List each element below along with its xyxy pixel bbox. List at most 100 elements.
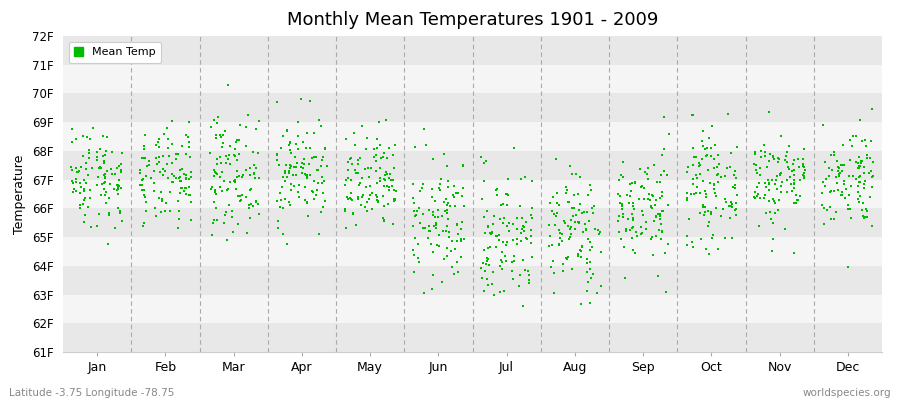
Point <box>481 223 495 230</box>
Point <box>752 165 767 171</box>
Point <box>278 177 293 184</box>
Point <box>562 199 576 206</box>
Point <box>302 161 316 167</box>
Point <box>380 171 394 178</box>
Point <box>436 228 450 235</box>
Point <box>309 192 323 198</box>
Point <box>98 148 112 154</box>
Point <box>82 147 96 153</box>
Point <box>383 177 398 183</box>
Point <box>641 196 655 202</box>
Point <box>103 181 117 188</box>
Point <box>698 204 713 210</box>
Point <box>654 236 669 242</box>
Point <box>136 223 150 229</box>
Point <box>152 153 166 160</box>
Point <box>112 208 127 214</box>
Point <box>864 168 878 174</box>
Point <box>568 219 582 226</box>
Point <box>248 174 262 181</box>
Point <box>703 211 717 217</box>
Point <box>209 205 223 211</box>
Point <box>525 215 539 221</box>
Point <box>843 137 858 144</box>
Point <box>428 198 443 204</box>
Point <box>102 212 116 218</box>
Point <box>155 196 169 202</box>
Point <box>175 184 189 191</box>
Point <box>836 178 850 184</box>
Point <box>76 201 90 207</box>
Point <box>286 183 301 189</box>
Point <box>636 185 651 192</box>
Point <box>438 228 453 234</box>
Point <box>155 198 169 205</box>
Point <box>480 255 494 261</box>
Point <box>851 174 866 180</box>
Point <box>644 203 658 210</box>
Point <box>517 257 531 263</box>
Point <box>577 209 591 215</box>
Point <box>280 127 294 133</box>
Point <box>171 151 185 157</box>
Point <box>492 215 507 222</box>
Point <box>233 122 248 129</box>
Point <box>573 200 588 207</box>
Point <box>283 162 297 168</box>
Point <box>115 218 130 224</box>
Point <box>244 186 258 192</box>
Point <box>382 170 397 177</box>
Point <box>108 225 122 231</box>
Bar <box>63 151 882 180</box>
Point <box>222 143 237 149</box>
Point <box>101 241 115 248</box>
Point <box>352 182 366 188</box>
Point <box>659 289 673 296</box>
Point <box>694 236 708 242</box>
Point <box>780 164 795 170</box>
Point <box>862 194 877 200</box>
Point <box>215 188 230 194</box>
Point <box>613 193 627 199</box>
Point <box>555 231 570 238</box>
Point <box>567 205 581 212</box>
Point <box>380 183 394 190</box>
Point <box>76 188 91 194</box>
Point <box>216 132 230 138</box>
Point <box>436 199 451 206</box>
Point <box>229 186 243 192</box>
Point <box>787 181 801 188</box>
Point <box>626 246 640 253</box>
Point <box>770 186 785 192</box>
Point <box>351 161 365 167</box>
Point <box>408 208 422 214</box>
Point <box>158 168 172 174</box>
Point <box>94 192 108 198</box>
Point <box>426 209 440 216</box>
Point <box>505 268 519 274</box>
Point <box>544 264 558 270</box>
Point <box>373 175 387 182</box>
Point <box>728 185 742 191</box>
Point <box>788 177 802 183</box>
Point <box>718 196 733 202</box>
Point <box>283 202 297 208</box>
Point <box>730 192 744 198</box>
Point <box>500 242 514 248</box>
Point <box>634 166 648 172</box>
Point <box>344 177 358 183</box>
Point <box>649 213 663 220</box>
Point <box>615 203 629 210</box>
Point <box>494 202 508 209</box>
Point <box>831 168 845 174</box>
Point <box>729 175 743 181</box>
Point <box>291 146 305 152</box>
Point <box>623 193 637 199</box>
Point <box>371 198 385 204</box>
Point <box>182 184 196 190</box>
Point <box>495 266 509 272</box>
Point <box>171 197 185 204</box>
Point <box>498 253 512 259</box>
Point <box>432 232 446 239</box>
Point <box>387 196 401 202</box>
